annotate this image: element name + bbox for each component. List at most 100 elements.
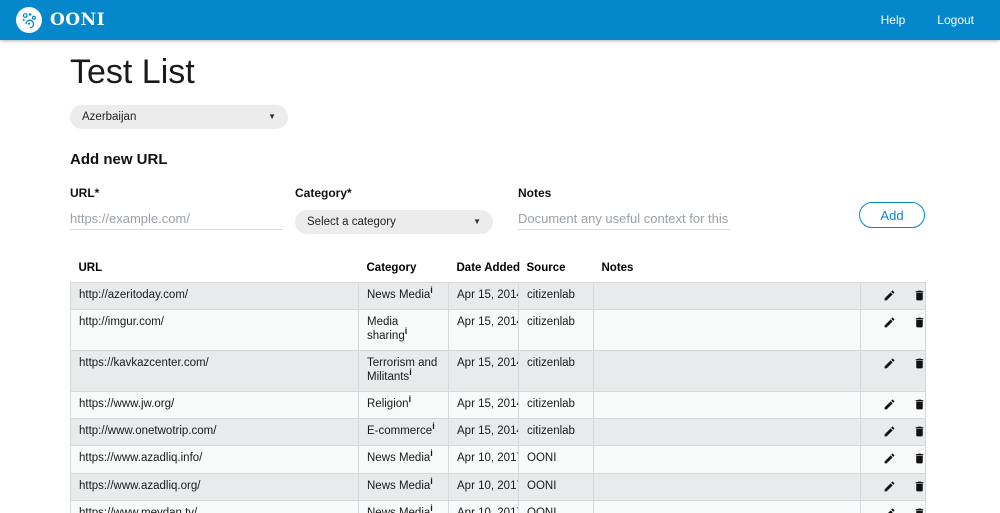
table-row: http://www.onetwotrip.com/ E-commercei A… [70,417,926,447]
url-cell: https://kavkazcenter.com/ [70,349,359,392]
url-input[interactable] [70,208,283,230]
url-cell: https://www.jw.org/ [70,390,359,419]
category-label: Category* [295,186,352,200]
info-icon[interactable]: i [430,503,433,513]
source-cell: citizenlab [518,417,594,447]
category-cell: News Mediai [358,445,449,474]
trash-icon [913,480,926,493]
url-cell: http://azeritoday.com/ [70,281,359,311]
logout-link[interactable]: Logout [937,13,974,27]
trash-icon [913,398,926,411]
country-select[interactable]: Azerbaijan ▼ [70,105,288,129]
add-button[interactable]: Add [859,202,925,228]
date-added-cell: Apr 15, 2014 [448,417,519,447]
source-cell: OONI [518,499,594,513]
main-content: Test List Azerbaijan ▼ Add new URL URL* … [70,54,926,513]
category-cell: Religioni [358,390,449,419]
table-row: http://azeritoday.com/ News Mediai Apr 1… [70,281,926,311]
col-header-source: Source [526,262,566,274]
ooni-logo-icon[interactable] [16,7,42,33]
chevron-down-icon: ▼ [473,217,481,226]
edit-button[interactable] [883,398,896,411]
brand-wordmark[interactable]: OONI [50,10,106,30]
date-added-cell: Apr 15, 2014 [448,390,519,419]
delete-button[interactable] [913,452,926,465]
info-icon[interactable]: i [404,326,408,337]
info-icon[interactable]: i [430,475,433,486]
col-header-date-added: Date Added [456,262,520,274]
date-added-cell: Apr 10, 2017 [448,445,519,474]
table-row: https://www.azadliq.org/ News Mediai Apr… [70,472,926,501]
col-header-actions [861,258,926,283]
notes-cell [593,445,861,474]
info-icon[interactable]: i [408,393,412,404]
category-field-group: Category* Select a category ▼ [295,186,493,234]
delete-button[interactable] [913,316,926,329]
pencil-icon [883,289,896,302]
actions-cell [860,349,926,392]
date-added-cell: Apr 15, 2014 [448,309,519,351]
edit-button[interactable] [883,289,896,302]
url-table: URL Category Date Added Source Notes htt… [70,258,926,513]
trash-icon [913,316,926,329]
pencil-icon [883,425,896,438]
category-cell: Media sharingi [358,309,449,351]
date-added-cell: Apr 15, 2014 [448,349,519,392]
table-body: http://azeritoday.com/ News Mediai Apr 1… [70,281,926,513]
date-added-cell: Apr 15, 2014 [448,281,519,311]
category-cell: News Mediai [358,281,449,311]
edit-button[interactable] [883,507,896,513]
actions-cell [860,309,926,351]
table-row: http://imgur.com/ Media sharingi Apr 15,… [70,309,926,351]
url-cell: http://www.onetwotrip.com/ [70,417,359,447]
info-icon[interactable]: i [430,285,433,296]
notes-input[interactable] [518,208,730,230]
notes-field-group: Notes [518,186,730,230]
notes-cell [593,472,861,501]
navbar-links: Help Logout [881,13,984,27]
pencil-icon [883,452,896,465]
notes-cell [593,281,861,311]
edit-button[interactable] [883,316,896,329]
actions-cell [860,499,926,513]
url-cell: https://www.meydan.tv/ [70,499,359,513]
notes-cell [593,309,861,351]
trash-icon [913,289,926,302]
help-link[interactable]: Help [880,13,906,27]
url-label: URL* [70,186,100,200]
table-row: https://www.jw.org/ Religioni Apr 15, 20… [70,390,926,419]
info-icon[interactable]: i [430,448,433,459]
delete-button[interactable] [913,289,926,302]
url-field-group: URL* [70,186,283,230]
edit-button[interactable] [883,452,896,465]
chevron-down-icon: ▼ [268,112,276,121]
category-cell: News Mediai [358,472,449,501]
delete-button[interactable] [913,507,926,513]
pencil-icon [883,480,896,493]
source-cell: OONI [518,472,594,501]
source-cell: OONI [518,445,594,474]
source-cell: citizenlab [518,309,594,351]
notes-cell [593,349,861,392]
url-cell: http://imgur.com/ [70,309,359,351]
edit-button[interactable] [883,480,896,493]
date-added-cell: Apr 10, 2017 [448,499,519,513]
trash-icon [913,425,926,438]
edit-button[interactable] [883,425,896,438]
delete-button[interactable] [913,480,926,493]
table-row: https://www.meydan.tv/ News Mediai Apr 1… [70,499,926,513]
actions-cell [860,445,926,474]
info-icon[interactable]: i [409,366,412,377]
col-header-notes: Notes [601,262,634,274]
category-cell: E-commercei [358,417,449,447]
edit-button[interactable] [883,357,896,370]
country-select-value: Azerbaijan [82,111,137,123]
delete-button[interactable] [913,357,926,370]
pencil-icon [883,507,896,513]
pencil-icon [883,357,896,370]
delete-button[interactable] [913,425,926,438]
col-header-category: Category [366,262,417,274]
info-icon[interactable]: i [432,421,435,432]
delete-button[interactable] [913,398,926,411]
category-select[interactable]: Select a category ▼ [295,210,493,234]
